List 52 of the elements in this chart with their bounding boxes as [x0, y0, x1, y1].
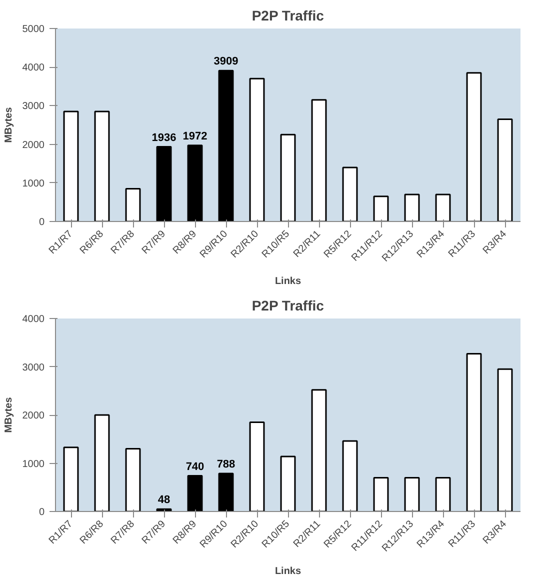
bar	[94, 414, 110, 512]
bar	[156, 146, 172, 222]
bar	[342, 440, 358, 512]
x-axis-title: Links	[274, 276, 302, 288]
y-tick-label: 2000	[22, 140, 45, 151]
data-label: 48	[158, 494, 170, 506]
data-label: 1972	[182, 130, 208, 142]
bar	[497, 118, 513, 222]
bar	[187, 475, 203, 512]
bar	[249, 421, 265, 512]
bar	[342, 166, 358, 222]
bar	[280, 456, 296, 512]
data-label: 1936	[152, 132, 176, 144]
bar	[373, 476, 389, 512]
y-tick-label: 5000	[22, 24, 45, 35]
bar	[373, 196, 389, 222]
y-tick-label: 2000	[22, 410, 45, 422]
y-tick-label: 4000	[22, 62, 45, 74]
bar	[280, 134, 296, 222]
bar	[311, 389, 327, 512]
data-label: 3909	[214, 56, 238, 68]
bar	[311, 99, 327, 222]
bar	[63, 110, 79, 222]
y-axis-title: MBytes	[3, 396, 14, 433]
y-tick-label: 1000	[22, 178, 45, 190]
chart-title: P2P Traffic	[252, 8, 324, 24]
y-axis-title: MBytes	[3, 106, 14, 143]
y-tick-label: 1000	[22, 458, 45, 470]
y-tick-label: 0	[38, 217, 45, 228]
bar	[404, 476, 420, 512]
bar	[218, 472, 234, 512]
y-tick-label: 3000	[22, 362, 45, 374]
bar	[466, 72, 482, 222]
bar	[94, 110, 110, 222]
bar	[435, 476, 451, 512]
bar	[125, 448, 141, 512]
x-axis-title: Links	[274, 566, 302, 578]
bar	[187, 144, 203, 222]
bar	[249, 78, 265, 222]
y-tick-label: 3000	[22, 101, 45, 112]
data-label: 740	[186, 460, 204, 473]
bar	[125, 188, 141, 222]
bar	[63, 446, 79, 512]
chart-title: P2P Traffic	[252, 298, 324, 314]
bar	[497, 368, 513, 512]
bar	[435, 194, 451, 222]
data-label: 788	[216, 458, 236, 470]
bar	[218, 70, 234, 222]
y-tick-label: 0	[38, 507, 45, 518]
y-tick-label: 4000	[22, 314, 45, 325]
bar	[466, 352, 482, 512]
bar	[404, 194, 420, 222]
